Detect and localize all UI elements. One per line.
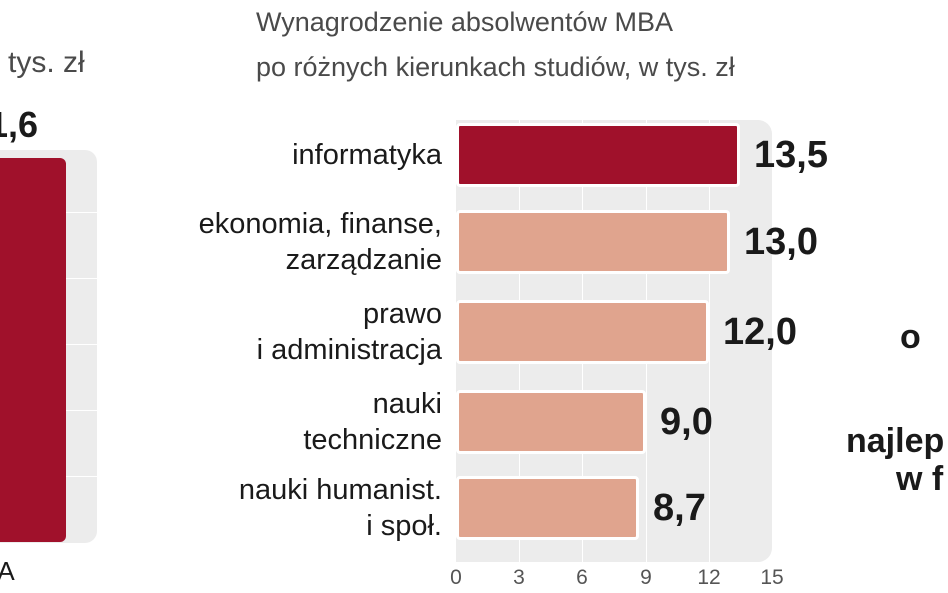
x-tick-label: 9	[640, 566, 652, 589]
x-tick-label: 15	[760, 566, 784, 589]
category-label-line: prawo	[363, 298, 442, 330]
left-gridline	[64, 410, 97, 411]
x-tick-label: 12	[697, 566, 721, 589]
value-label: 8,7	[653, 487, 706, 529]
bar	[456, 390, 646, 454]
value-label: 9,0	[660, 401, 713, 443]
value-label: 12,0	[723, 311, 797, 353]
right-text-fragment: o	[900, 318, 921, 356]
value-label: 13,5	[754, 134, 828, 176]
chart-title-block: Wynagrodzenie absolwentów MBA po różnych…	[256, 0, 735, 90]
category-label: nauki techniczne	[303, 386, 442, 458]
chart-subtitle: po różnych kierunkach studiów, w tys. zł	[256, 52, 735, 82]
category-label-line: techniczne	[303, 424, 442, 456]
left-gridline	[64, 278, 97, 279]
left-value-label: 1,6	[0, 104, 39, 145]
gridline	[709, 120, 710, 562]
left-gridline	[64, 476, 97, 477]
category-label-line: nauki humanist.	[238, 474, 442, 506]
category-label: informatyka	[292, 137, 442, 173]
bar	[456, 123, 740, 187]
x-tick-label: 3	[513, 566, 525, 589]
category-label-line: zarządzanie	[285, 244, 442, 276]
left-gridline	[64, 212, 97, 213]
bar	[456, 210, 730, 274]
right-text-fragment: najlep	[846, 422, 945, 460]
x-tick-label: 0	[450, 566, 462, 589]
x-tick-label: 6	[576, 566, 588, 589]
left-unit-label: w tys. zł	[0, 46, 85, 79]
right-text-fragment: w f	[896, 460, 944, 498]
category-label-line: ekonomia, finanse,	[198, 208, 442, 240]
category-label-line: i administracja	[256, 334, 442, 366]
category-label: ekonomia, finanse, zarządzanie	[199, 206, 442, 278]
bar	[456, 300, 709, 364]
category-label-line: informatyka	[292, 139, 442, 171]
value-label: 13,0	[744, 221, 818, 263]
left-gridline	[64, 344, 97, 345]
bar	[456, 476, 639, 540]
left-category-label: BA	[0, 556, 15, 586]
category-label: nauki humanist. i społ.	[239, 472, 442, 544]
chart-title: Wynagrodzenie absolwentów MBA	[256, 7, 673, 37]
category-label: prawo i administracja	[257, 296, 442, 368]
left-bar	[0, 158, 66, 542]
left-panel	[0, 0, 120, 593]
category-label-line: i społ.	[366, 510, 442, 542]
category-label-line: nauki	[372, 388, 442, 420]
